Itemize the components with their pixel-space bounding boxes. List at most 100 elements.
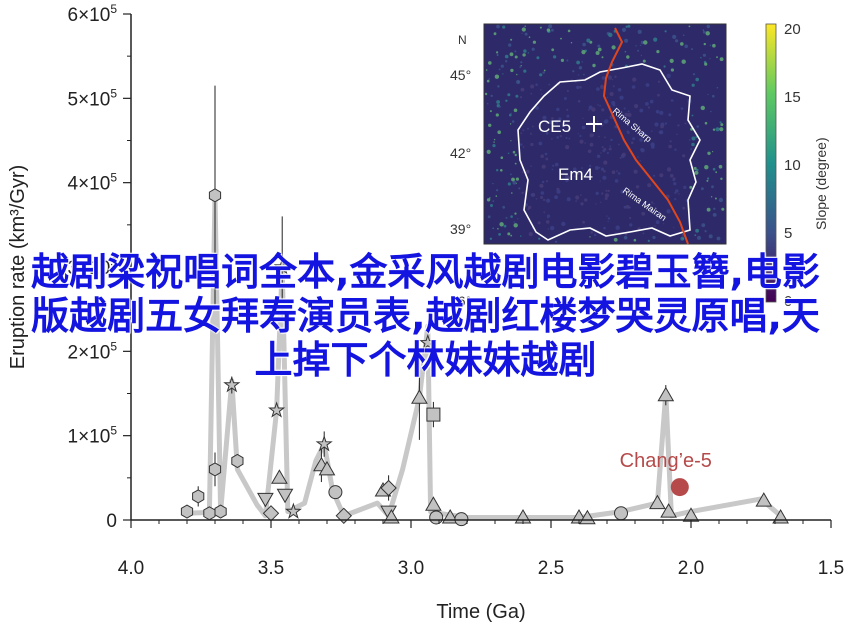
mare-boundary: [517, 63, 701, 241]
texture-dot: [575, 200, 578, 202]
texture-dot: [581, 167, 583, 169]
texture-dot: [691, 142, 695, 147]
texture-dot: [719, 57, 724, 62]
texture-dot: [666, 209, 671, 214]
texture-dot: [618, 143, 620, 146]
texture-dot: [543, 69, 546, 72]
texture-dot: [694, 170, 699, 175]
texture-dot: [708, 234, 713, 239]
texture-dot: [614, 75, 617, 78]
texture-dot: [542, 71, 545, 74]
texture-dot: [604, 197, 608, 200]
y-tick-label: 0: [106, 511, 117, 532]
texture-dot: [670, 99, 674, 102]
texture-dot: [499, 222, 504, 227]
data-point-circle: [429, 510, 444, 525]
texture-dot: [487, 103, 489, 105]
texture-dot: [544, 152, 548, 156]
data-point-hexagon: [192, 489, 205, 504]
data-point-square: [426, 407, 441, 422]
texture-dot: [611, 45, 616, 50]
texture-dot: [582, 220, 585, 224]
texture-dot: [560, 58, 565, 63]
texture-dot: [631, 85, 636, 89]
texture-dot: [539, 26, 542, 29]
texture-dot: [586, 38, 591, 43]
texture-dot: [558, 117, 562, 121]
texture-dot: [588, 109, 590, 111]
texture-dot: [589, 142, 594, 147]
texture-dot: [704, 121, 708, 125]
texture-dot: [576, 85, 580, 90]
texture-dot: [545, 131, 549, 135]
texture-dot: [556, 189, 561, 194]
texture-dot: [707, 93, 709, 96]
texture-dot: [652, 144, 655, 147]
data-point-star: [268, 401, 286, 418]
texture-dot: [617, 88, 622, 92]
texture-dot: [551, 168, 554, 171]
texture-dot: [498, 233, 501, 236]
texture-dot: [647, 239, 650, 242]
texture-dot: [488, 61, 492, 65]
texture-dot: [691, 48, 693, 51]
texture-dot: [702, 53, 707, 57]
texture-dot: [500, 64, 504, 68]
texture-dot: [606, 151, 610, 155]
texture-dot: [694, 234, 697, 237]
texture-dot: [561, 221, 566, 227]
texture-dot: [496, 51, 499, 54]
texture-dot: [568, 137, 571, 140]
texture-dot: [603, 226, 606, 230]
texture-dot: [620, 189, 625, 194]
texture-dot: [593, 233, 597, 237]
texture-dot: [488, 123, 492, 128]
texture-dot: [609, 145, 612, 147]
texture-dot: [715, 171, 718, 174]
texture-dot: [603, 147, 607, 151]
texture-dot: [711, 185, 714, 189]
data-point-triangle: [411, 389, 428, 404]
texture-dot: [507, 232, 511, 236]
texture-dot: [688, 139, 691, 141]
texture-dot: [647, 183, 652, 188]
texture-dot: [575, 195, 580, 200]
texture-dot: [579, 139, 584, 144]
y-axis-title: Eruption rate (km³/Gyr): [7, 165, 29, 369]
texture-dot: [611, 78, 614, 81]
texture-dot: [712, 167, 716, 171]
texture-dot: [505, 99, 508, 103]
texture-dot: [616, 170, 618, 173]
inset-north-label: N: [458, 33, 467, 47]
texture-dot: [713, 207, 716, 210]
texture-dot: [565, 137, 568, 139]
texture-dot: [514, 50, 517, 53]
texture-dot: [582, 117, 584, 119]
rima-line: [602, 27, 689, 245]
texture-dot: [581, 61, 583, 63]
texture-dot: [578, 66, 583, 70]
texture-dot: [707, 151, 711, 155]
texture-dot: [496, 169, 499, 172]
texture-dot: [507, 152, 510, 154]
texture-dot: [497, 228, 499, 230]
texture-dot: [556, 107, 560, 112]
texture-dot: [565, 179, 569, 183]
texture-dot: [559, 134, 563, 138]
texture-dot: [680, 42, 684, 46]
texture-dot: [509, 113, 512, 117]
texture-dot: [525, 169, 530, 174]
texture-dot: [497, 85, 500, 88]
texture-dot: [697, 235, 701, 240]
texture-dot: [666, 167, 672, 172]
texture-dot: [485, 69, 488, 71]
texture-dot: [702, 29, 705, 31]
texture-dot: [639, 160, 642, 162]
texture-dot: [545, 120, 548, 124]
texture-dot: [492, 200, 495, 203]
texture-dot: [579, 134, 582, 138]
texture-dot: [613, 237, 618, 242]
texture-dot: [545, 180, 549, 183]
texture-dot: [691, 114, 694, 117]
